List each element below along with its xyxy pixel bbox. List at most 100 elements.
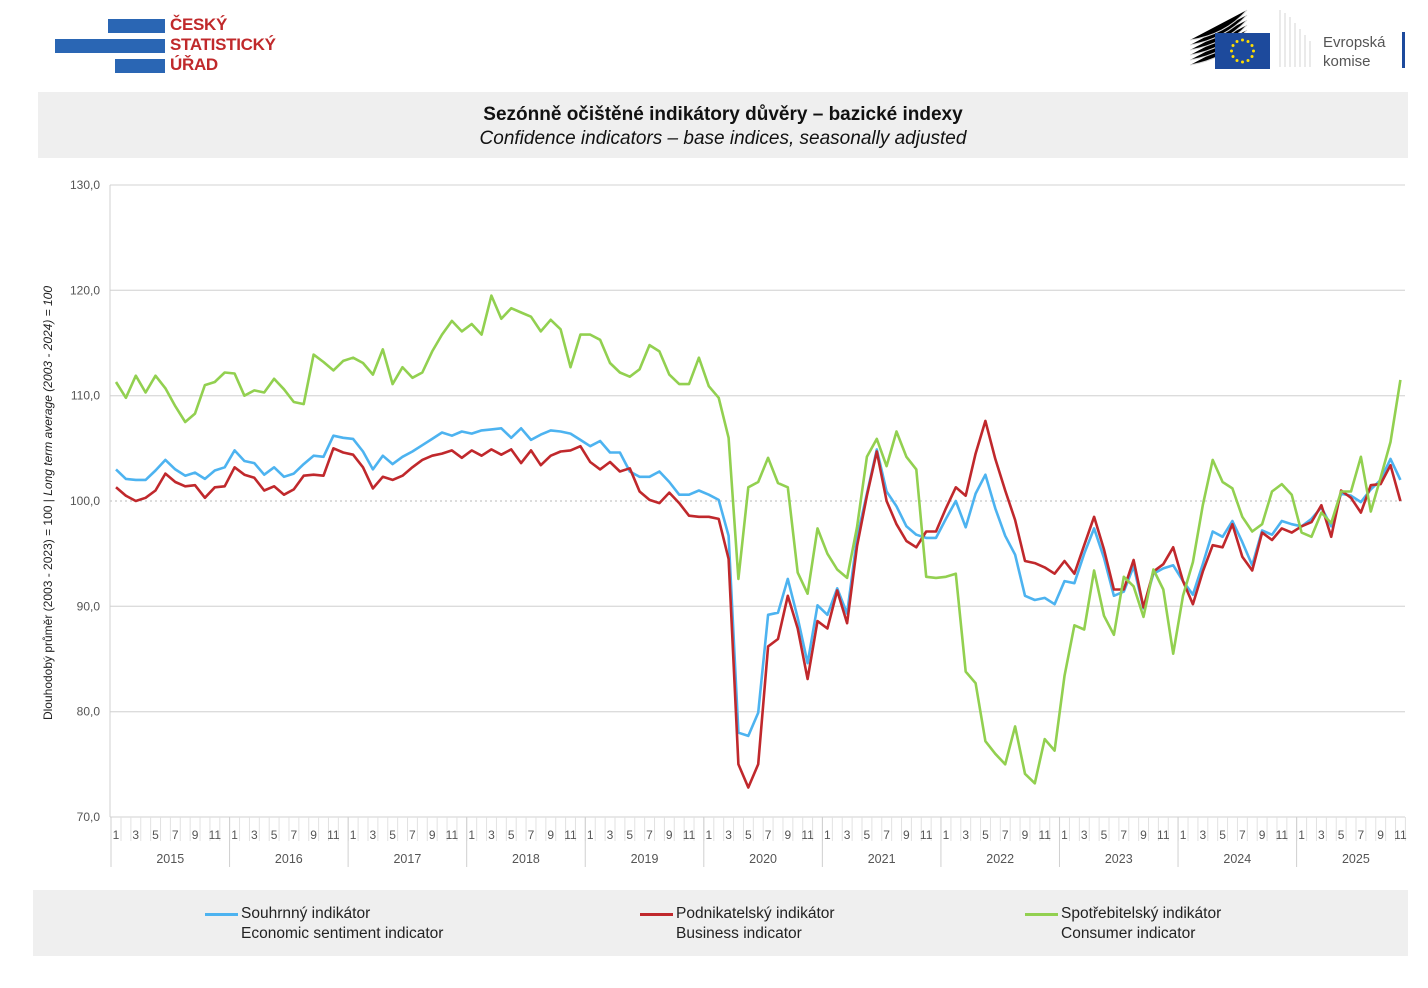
x-tick-label: 9 — [666, 828, 673, 842]
year-label: 2019 — [631, 852, 659, 866]
y-tick-label: 110,0 — [71, 389, 100, 403]
x-tick-label: 1 — [231, 828, 238, 842]
x-tick-label: 3 — [844, 828, 851, 842]
x-tick-label: 7 — [1239, 828, 1246, 842]
x-tick-label: 1 — [587, 828, 594, 842]
x-tick-label: 1 — [943, 828, 950, 842]
x-tick-label: 11 — [327, 828, 340, 842]
x-tick-label: 1 — [1298, 828, 1305, 842]
legend-label-en: Business indicator — [676, 925, 802, 942]
y-tick-label: 100,0 — [70, 494, 100, 508]
x-tick-label: 5 — [982, 828, 989, 842]
year-label: 2015 — [156, 852, 184, 866]
x-tick-label: 11 — [1038, 828, 1051, 842]
x-tick-label: 9 — [1377, 828, 1384, 842]
eu-stars-icon — [1230, 38, 1255, 64]
x-tick-label: 1 — [350, 828, 357, 842]
x-tick-label: 9 — [784, 828, 791, 842]
legend-label-en: Economic sentiment indicator — [241, 925, 444, 942]
logo-line: ÚŘAD — [170, 55, 218, 74]
series-lines — [114, 294, 1402, 789]
x-tick-label: 1 — [113, 828, 120, 842]
year-label: 2023 — [1105, 852, 1133, 866]
year-label: 2016 — [275, 852, 303, 866]
x-tick-label: 11 — [683, 828, 696, 842]
logo-line: komise — [1323, 53, 1371, 70]
x-tick-label: 5 — [389, 828, 396, 842]
x-tick-label: 1 — [1061, 828, 1068, 842]
series-line-consumer — [114, 294, 1402, 785]
x-tick-label: 9 — [1140, 828, 1147, 842]
x-tick-label: 1 — [705, 828, 712, 842]
year-label: 2025 — [1342, 852, 1370, 866]
legend-label-en: Consumer indicator — [1061, 925, 1196, 942]
czso-logo-text: ČESKÝ STATISTICKÝ ÚŘAD — [170, 15, 276, 75]
logo-bar — [55, 39, 165, 53]
gridlines — [110, 184, 1405, 713]
x-tick-label: 11 — [446, 828, 459, 842]
x-tick-label: 11 — [564, 828, 577, 842]
x-tick-label: 5 — [152, 828, 159, 842]
x-tick-label: 1 — [1180, 828, 1187, 842]
legend: Souhrnný indikátor Economic sentiment in… — [33, 890, 1408, 956]
x-tick-label: 7 — [528, 828, 535, 842]
x-tick-label: 7 — [290, 828, 297, 842]
x-tick-label: 7 — [646, 828, 653, 842]
logo-bar — [108, 19, 165, 33]
x-tick-label: 7 — [883, 828, 890, 842]
x-tick-label: 11 — [801, 828, 814, 842]
logo-divider — [1402, 32, 1405, 68]
x-tick-label: 9 — [1259, 828, 1266, 842]
x-tick-label: 7 — [409, 828, 416, 842]
x-tick-label: 3 — [607, 828, 614, 842]
series-line-business — [115, 419, 1402, 789]
chart-title: Sezónně očištěné indikátory důvěry – baz… — [483, 104, 963, 125]
logo-line: STATISTICKÝ — [170, 35, 276, 54]
x-tick-label: 9 — [192, 828, 199, 842]
x-tick-label: 3 — [251, 828, 258, 842]
legend-label: Podnikatelský indikátor — [676, 905, 835, 922]
x-tick-label: 7 — [1120, 828, 1127, 842]
legend-item-consumer: Spotřebitelský indikátor Consumer indica… — [1025, 904, 1221, 944]
x-tick-label: 3 — [488, 828, 495, 842]
x-tick-label: 3 — [1081, 828, 1088, 842]
year-label: 2024 — [1223, 852, 1251, 866]
legend-item-business: Podnikatelský indikátor Business indicat… — [640, 904, 835, 944]
x-tick-label: 7 — [1002, 828, 1009, 842]
x-tick-label: 3 — [370, 828, 377, 842]
x-tick-label: 3 — [962, 828, 969, 842]
ec-logo-text: Evropská komise — [1323, 33, 1386, 71]
x-tick-label: 1 — [824, 828, 831, 842]
x-tick-label: 7 — [765, 828, 772, 842]
chart-title-box: Sezónně očištěné indikátory důvěry – baz… — [38, 92, 1408, 158]
year-label: 2017 — [393, 852, 421, 866]
x-tick-label: 5 — [626, 828, 633, 842]
x-tick-label: 5 — [508, 828, 515, 842]
logo-line: ČESKÝ — [170, 15, 228, 34]
x-tick-label: 9 — [429, 828, 436, 842]
chart-subtitle: Confidence indicators – base indices, se… — [479, 128, 967, 149]
x-tick-label: 5 — [864, 828, 871, 842]
x-tick-label: 7 — [172, 828, 179, 842]
year-label: 2020 — [749, 852, 777, 866]
logo-line: Evropská — [1323, 34, 1386, 51]
x-tick-label: 9 — [310, 828, 317, 842]
x-tick-label: 3 — [132, 828, 139, 842]
x-tick-label: 3 — [1199, 828, 1206, 842]
x-tick-label: 9 — [903, 828, 910, 842]
y-tick-label: 90,0 — [77, 599, 101, 613]
year-label: 2022 — [986, 852, 1014, 866]
logo-bar — [115, 59, 165, 73]
x-tick-label: 1 — [468, 828, 475, 842]
x-tick-label: 7 — [1358, 828, 1365, 842]
y-tick-label: 130,0 — [70, 178, 100, 192]
ec-building-icon — [1189, 9, 1311, 69]
x-tick-label: 11 — [1276, 828, 1289, 842]
x-tick-label: 11 — [1157, 828, 1170, 842]
legend-item-economic-sentiment: Souhrnný indikátor Economic sentiment in… — [205, 904, 444, 944]
x-tick-label: 3 — [725, 828, 732, 842]
x-tick-label: 5 — [1338, 828, 1345, 842]
x-tick-label: 11 — [209, 828, 222, 842]
